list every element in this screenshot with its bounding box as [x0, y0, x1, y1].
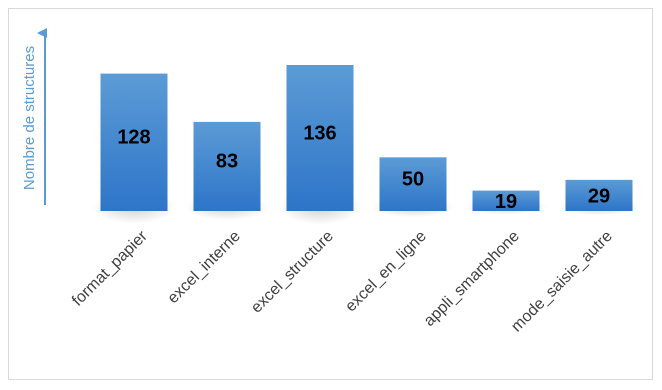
bars [100, 65, 633, 212]
category-label: excel_structure [248, 228, 337, 317]
value-label: 136 [303, 122, 336, 144]
category-labels: format_papier excel_interne excel_structur… [69, 227, 616, 335]
value-label: 29 [588, 186, 610, 208]
bar-format_papier [100, 73, 168, 212]
category-label: excel_en_ligne [342, 228, 430, 316]
value-label: 83 [216, 151, 238, 173]
value-labels: 128 83 136 50 19 29 [117, 122, 610, 213]
bar-mode_saisie_autre [565, 179, 633, 211]
bar-shadows [92, 189, 641, 225]
category-label: mode_saisie_autre [508, 228, 616, 336]
category-label: format_papier [69, 227, 151, 309]
value-label: 128 [117, 127, 150, 149]
category-label: appli_smartphone [421, 228, 523, 330]
category-label: excel_interne [165, 228, 244, 307]
bar-appli_smartphone [472, 190, 540, 211]
bar-excel_en_ligne [379, 157, 447, 211]
value-label: 50 [402, 168, 424, 190]
bar-excel_structure [286, 65, 354, 211]
value-label: 19 [495, 191, 517, 213]
bar-excel_interne [193, 121, 261, 211]
y-axis-label: Nombre de structures [21, 46, 38, 190]
